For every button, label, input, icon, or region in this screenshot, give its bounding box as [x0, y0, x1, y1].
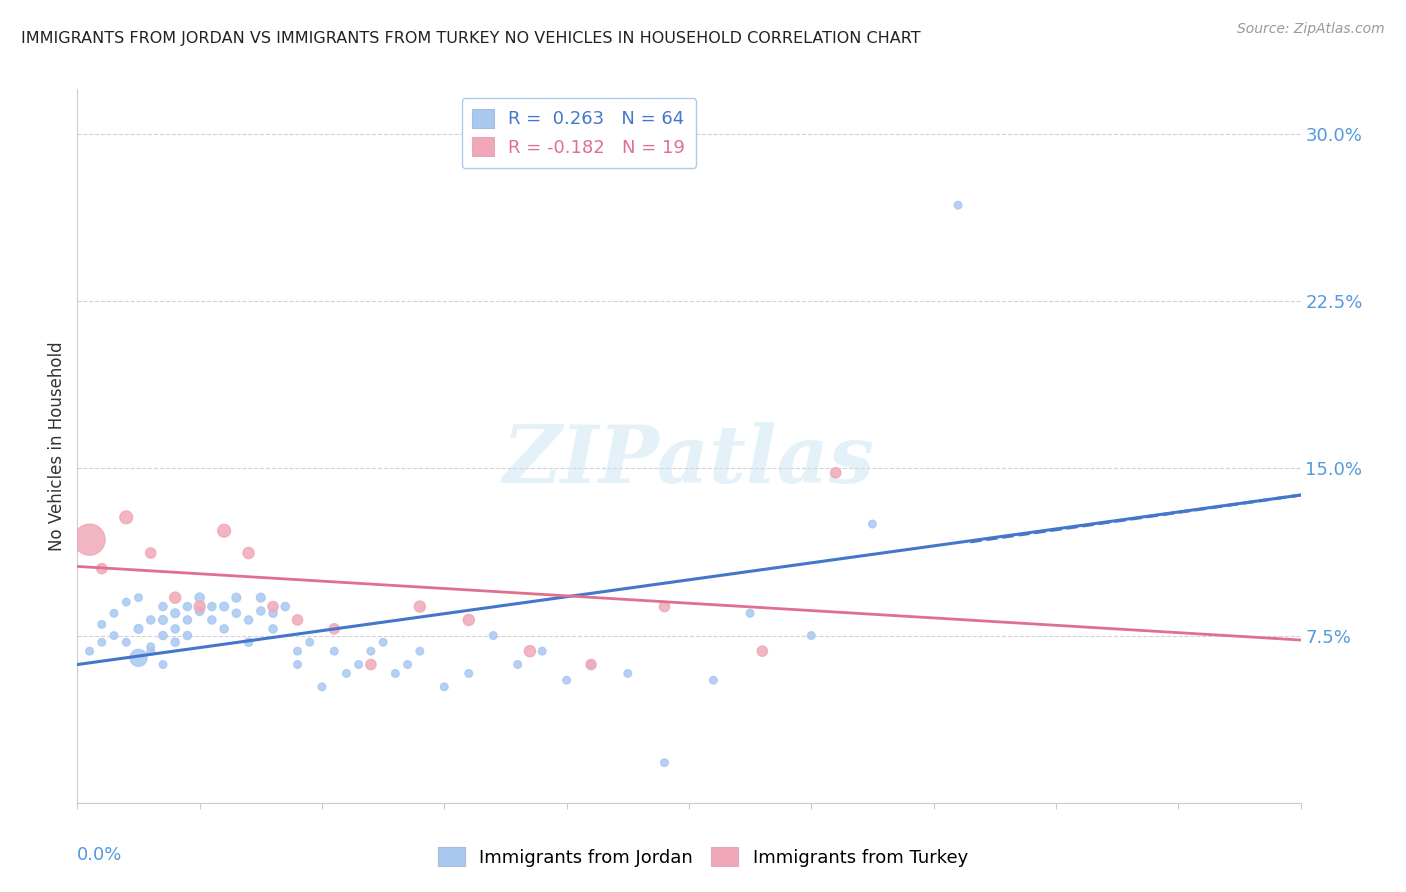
Point	[103, 607, 125, 621]
Point	[409, 644, 432, 658]
Text: IMMIGRANTS FROM JORDAN VS IMMIGRANTS FROM TURKEY NO VEHICLES IN HOUSEHOLD CORREL: IMMIGRANTS FROM JORDAN VS IMMIGRANTS FRO…	[21, 31, 921, 46]
Point	[274, 599, 297, 614]
Point	[139, 546, 162, 560]
Point	[298, 635, 321, 649]
Point	[176, 628, 198, 642]
Point	[127, 622, 149, 636]
Point	[103, 628, 125, 642]
Point	[250, 604, 273, 618]
Point	[323, 644, 346, 658]
Point	[335, 666, 357, 681]
Point	[139, 640, 162, 654]
Legend: Immigrants from Jordan, Immigrants from Turkey: Immigrants from Jordan, Immigrants from …	[430, 840, 976, 874]
Text: ZIPatlas: ZIPatlas	[503, 422, 875, 499]
Point	[152, 657, 174, 672]
Legend: R =  0.263   N = 64, R = -0.182   N = 19: R = 0.263 N = 64, R = -0.182 N = 19	[461, 98, 696, 168]
Point	[287, 657, 309, 672]
Point	[800, 628, 823, 642]
Text: 0.0%: 0.0%	[77, 846, 122, 863]
Point	[617, 666, 640, 681]
Point	[824, 466, 846, 480]
Point	[79, 644, 101, 658]
Point	[127, 651, 149, 665]
Point	[201, 613, 224, 627]
Point	[751, 644, 773, 658]
Point	[433, 680, 456, 694]
Point	[371, 635, 394, 649]
Point	[654, 599, 676, 614]
Point	[238, 546, 260, 560]
Point	[212, 622, 235, 636]
Point	[531, 644, 554, 658]
Point	[506, 657, 529, 672]
Text: Source: ZipAtlas.com: Source: ZipAtlas.com	[1237, 22, 1385, 37]
Point	[176, 599, 198, 614]
Point	[384, 666, 406, 681]
Point	[579, 657, 602, 672]
Point	[579, 657, 602, 672]
Point	[862, 517, 884, 532]
Point	[238, 635, 260, 649]
Point	[457, 613, 479, 627]
Point	[482, 628, 505, 642]
Point	[201, 599, 224, 614]
Point	[262, 599, 284, 614]
Point	[188, 591, 211, 605]
Point	[555, 673, 578, 687]
Point	[152, 599, 174, 614]
Point	[152, 613, 174, 627]
Point	[152, 628, 174, 642]
Point	[212, 599, 235, 614]
Point	[188, 599, 211, 614]
Point	[115, 635, 138, 649]
Point	[946, 198, 969, 212]
Point	[311, 680, 333, 694]
Y-axis label: No Vehicles in Household: No Vehicles in Household	[48, 341, 66, 551]
Point	[212, 524, 235, 538]
Point	[115, 595, 138, 609]
Point	[176, 613, 198, 627]
Point	[250, 591, 273, 605]
Point	[740, 607, 762, 621]
Point	[165, 591, 187, 605]
Point	[225, 607, 247, 621]
Point	[238, 613, 260, 627]
Point	[127, 591, 149, 605]
Point	[702, 673, 724, 687]
Point	[457, 666, 479, 681]
Point	[165, 635, 187, 649]
Point	[165, 622, 187, 636]
Point	[225, 591, 247, 605]
Point	[115, 510, 138, 524]
Point	[90, 562, 112, 576]
Point	[519, 644, 541, 658]
Point	[139, 613, 162, 627]
Point	[654, 756, 676, 770]
Point	[396, 657, 419, 672]
Point	[287, 644, 309, 658]
Point	[139, 644, 162, 658]
Point	[323, 622, 346, 636]
Point	[79, 533, 101, 547]
Point	[347, 657, 370, 672]
Point	[360, 657, 382, 672]
Point	[262, 622, 284, 636]
Point	[90, 617, 112, 632]
Point	[360, 644, 382, 658]
Point	[188, 604, 211, 618]
Point	[90, 635, 112, 649]
Point	[262, 607, 284, 621]
Point	[409, 599, 432, 614]
Point	[165, 607, 187, 621]
Point	[287, 613, 309, 627]
